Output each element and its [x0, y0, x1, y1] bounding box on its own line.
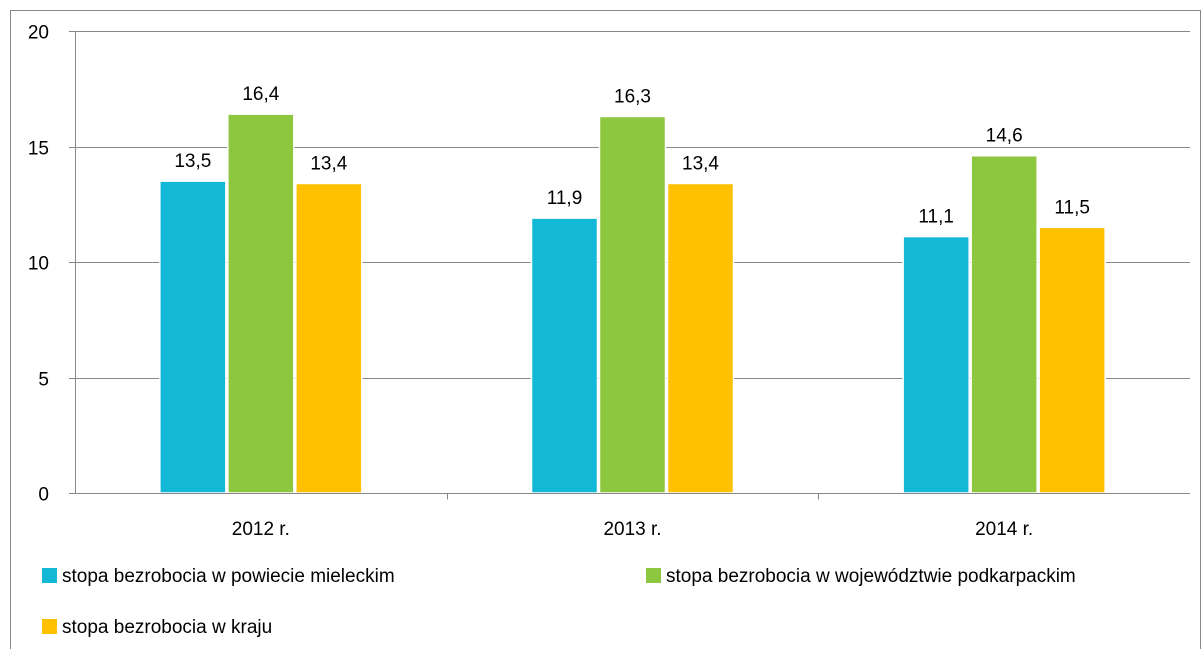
y-tick-label: 20	[28, 23, 49, 44]
bar	[227, 113, 295, 494]
legend-swatch	[42, 619, 57, 634]
legend-label: stopa bezrobocia w województwie podkarpa…	[666, 566, 1076, 587]
bar	[598, 115, 667, 494]
legend-label: stopa bezrobocia w kraju	[62, 617, 272, 638]
legend-label: stopa bezrobocia w powiecie mieleckim	[62, 566, 395, 587]
bar	[666, 182, 735, 494]
bars	[159, 113, 1106, 494]
axes: 0 5 10 15 20 2012 r. 2013 r. 2014 r.	[28, 23, 1190, 540]
x-tick-label: 2014 r.	[975, 519, 1033, 540]
data-label: 13,5	[174, 151, 211, 172]
data-label: 16,4	[242, 84, 279, 105]
y-tick-label: 15	[28, 139, 49, 160]
data-label: 14,6	[986, 126, 1023, 147]
bar	[295, 182, 363, 494]
legend: stopa bezrobocia w powiecie mieleckim sto…	[42, 566, 1076, 638]
y-tick-label: 10	[28, 254, 49, 275]
x-tick-label: 2013 r.	[603, 519, 661, 540]
chart-frame	[10, 10, 1201, 649]
legend-swatch	[646, 568, 661, 583]
data-label: 13,4	[682, 153, 719, 174]
data-label: 11,9	[547, 188, 583, 209]
bar	[902, 235, 970, 494]
legend-swatch	[42, 568, 57, 583]
bar	[159, 180, 227, 494]
x-tick-label: 2012 r.	[232, 519, 290, 540]
data-label: 11,1	[918, 207, 954, 228]
data-label: 16,3	[614, 86, 651, 107]
bar	[530, 217, 599, 494]
y-tick-label: 5	[38, 370, 49, 391]
data-label: 11,5	[1054, 197, 1090, 218]
y-tick-label: 0	[38, 485, 49, 506]
bar	[970, 154, 1038, 494]
data-labels: 13,5 16,4 13,4 11,9 16,3 13,4 11,1 14,6 11,5	[174, 84, 1090, 227]
bar	[1038, 226, 1106, 494]
data-label: 13,4	[310, 153, 347, 174]
